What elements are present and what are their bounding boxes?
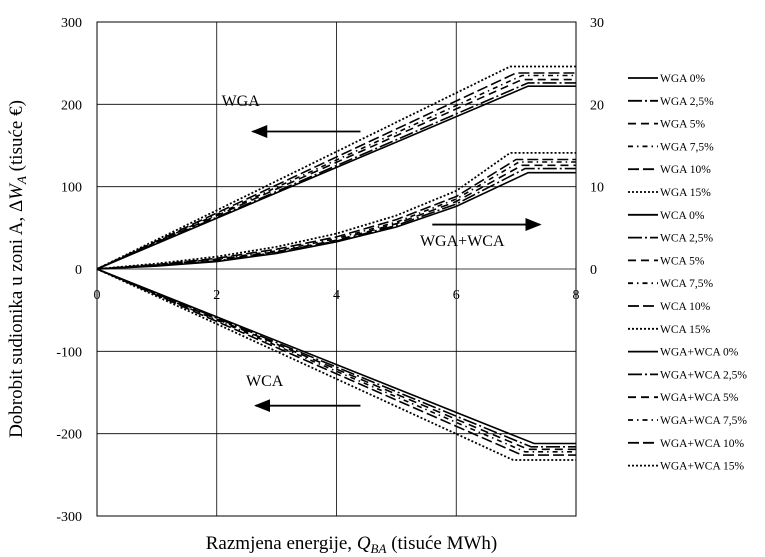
legend-label: WCA 2,5% [660,233,713,245]
y-tick-label: -100 [56,345,82,360]
legend-label: WGA+WCA 10% [660,438,745,450]
x-tick-label: 0 [94,288,101,303]
x-axis-title: Razmjena energije, QBA (tisuće MWh) [206,533,498,556]
legend-label: WGA+WCA 0% [660,347,739,359]
legend-label: WCA 5% [660,255,705,267]
series-line-1 [96,85,576,270]
legend-label: WGA+WCA 5% [660,392,739,404]
series-line-11 [96,268,576,456]
x-tick-label: 4 [333,288,340,303]
y-tick-label: 100 [61,181,82,196]
y-tick-label: -200 [56,428,82,443]
series-line-5 [96,72,576,270]
x-axis-title-symbol: Q [357,533,371,554]
x-tick-label: 8 [573,288,580,303]
legend-label: WGA 0% [660,73,705,85]
series-line-9 [96,268,576,451]
annotation-label: WCA [246,373,284,390]
legend-label: WGA+WCA 2,5% [660,369,747,381]
annotation-label: WGA+WCA [420,233,505,250]
legend-label: WCA 7,5% [660,278,713,290]
series-line-6 [96,65,576,270]
legend-label: WGA 2,5% [660,96,714,108]
legend-label: WGA 15% [660,187,711,199]
series-line-4 [96,74,576,270]
series-line-8 [96,268,576,448]
legend-label: WGA 7,5% [660,141,714,153]
series-line-15 [96,164,576,270]
legend: WGA 0% WGA 2,5% WGA 5% WGA 7,5% WGA 10% WGA 1… [628,73,747,473]
y-axis-title-text: Dobrobit sudionika u zoni A, Δ [6,200,27,438]
y-axis-title-unit: (tisuće €) [6,100,27,176]
legend-label: WGA 10% [660,164,711,176]
legend-label: WGA+WCA 15% [660,461,745,473]
x-axis-title-unit: (tisuće MWh) [386,533,497,554]
series-line-7 [96,268,576,445]
y2-tick-label: 0 [590,263,597,278]
y-tick-label: -300 [56,510,82,525]
series-line-14 [96,167,576,270]
series-line-16 [96,161,576,270]
y2-tick-label: 30 [590,16,604,31]
legend-label: WCA 0% [660,210,705,222]
legend-label: WCA 10% [660,301,711,313]
y2-tick-label: 10 [590,181,604,196]
x-axis-title-subscript: BA [371,541,387,556]
series-line-2 [96,82,576,270]
x-tick-label: 6 [453,288,460,303]
series-line-17 [96,158,576,270]
y-tick-label: 0 [75,263,82,278]
y-tick-label: 300 [61,16,82,31]
legend-label: WGA 5% [660,119,705,131]
series-line-3 [96,78,576,270]
legend-label: WCA 15% [660,324,711,336]
annotation-label: WGA [222,93,261,110]
y-tick-label: 200 [61,98,82,113]
y-axis-title: Dobrobit sudionika u zoni A, ΔWA (tisuće… [6,100,29,438]
legend-label: WGA+WCA 7,5% [660,415,747,427]
x-axis-title-text: Razmjena energije, [206,533,357,554]
series-line-10 [96,268,576,453]
series-line-18 [96,151,576,270]
y2-tick-label: 20 [590,98,604,113]
y-axis-title-symbol: W [6,182,27,200]
series-line-12 [96,268,576,461]
x-tick-label: 2 [213,288,220,303]
y-axis-title-subscript: A [14,176,29,185]
